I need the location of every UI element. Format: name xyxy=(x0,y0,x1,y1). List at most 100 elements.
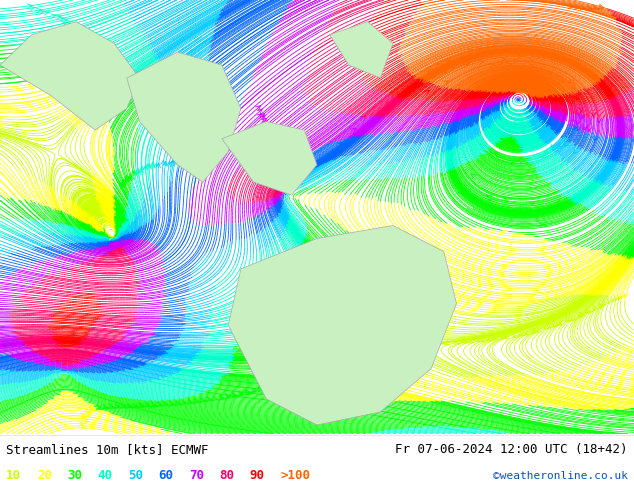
FancyArrowPatch shape xyxy=(320,361,325,366)
FancyArrowPatch shape xyxy=(123,218,127,223)
FancyArrowPatch shape xyxy=(510,162,515,166)
FancyArrowPatch shape xyxy=(410,86,415,90)
FancyArrowPatch shape xyxy=(586,5,592,9)
FancyArrowPatch shape xyxy=(424,75,429,79)
FancyArrowPatch shape xyxy=(320,355,325,359)
FancyArrowPatch shape xyxy=(119,77,124,81)
FancyArrowPatch shape xyxy=(264,123,268,128)
FancyArrowPatch shape xyxy=(285,381,290,386)
FancyArrowPatch shape xyxy=(291,380,296,384)
FancyArrowPatch shape xyxy=(150,403,156,407)
FancyArrowPatch shape xyxy=(517,159,522,163)
FancyArrowPatch shape xyxy=(490,64,495,68)
FancyArrowPatch shape xyxy=(93,43,99,47)
FancyArrowPatch shape xyxy=(117,61,122,65)
FancyArrowPatch shape xyxy=(444,81,449,85)
FancyArrowPatch shape xyxy=(271,383,277,388)
FancyArrowPatch shape xyxy=(96,405,101,409)
FancyArrowPatch shape xyxy=(231,393,237,398)
FancyArrowPatch shape xyxy=(389,105,394,110)
FancyArrowPatch shape xyxy=(68,23,73,27)
Text: 30: 30 xyxy=(67,469,82,483)
FancyArrowPatch shape xyxy=(597,119,602,123)
FancyArrowPatch shape xyxy=(160,160,165,165)
FancyArrowPatch shape xyxy=(136,169,140,173)
FancyArrowPatch shape xyxy=(553,145,557,149)
FancyArrowPatch shape xyxy=(285,380,290,385)
FancyArrowPatch shape xyxy=(384,110,389,114)
FancyArrowPatch shape xyxy=(321,356,326,360)
FancyArrowPatch shape xyxy=(566,317,570,321)
FancyArrowPatch shape xyxy=(89,408,94,412)
FancyArrowPatch shape xyxy=(62,18,68,23)
FancyArrowPatch shape xyxy=(126,175,130,180)
FancyArrowPatch shape xyxy=(118,82,123,86)
FancyArrowPatch shape xyxy=(169,401,174,405)
Text: Streamlines 10m [kts] ECMWF: Streamlines 10m [kts] ECMWF xyxy=(6,443,209,456)
FancyArrowPatch shape xyxy=(612,297,616,302)
FancyArrowPatch shape xyxy=(117,239,122,244)
FancyArrowPatch shape xyxy=(150,164,155,168)
FancyArrowPatch shape xyxy=(488,199,493,204)
FancyArrowPatch shape xyxy=(37,8,42,13)
FancyArrowPatch shape xyxy=(129,176,133,181)
FancyArrowPatch shape xyxy=(206,396,212,401)
FancyArrowPatch shape xyxy=(574,5,580,9)
Text: Fr 07-06-2024 12:00 UTC (18+42): Fr 07-06-2024 12:00 UTC (18+42) xyxy=(395,443,628,456)
FancyArrowPatch shape xyxy=(245,391,250,395)
FancyArrowPatch shape xyxy=(265,385,270,389)
FancyArrowPatch shape xyxy=(274,383,279,387)
FancyArrowPatch shape xyxy=(275,194,279,198)
FancyArrowPatch shape xyxy=(442,64,447,68)
FancyArrowPatch shape xyxy=(425,75,429,79)
Polygon shape xyxy=(330,22,393,78)
FancyArrowPatch shape xyxy=(338,143,342,147)
FancyArrowPatch shape xyxy=(571,84,575,89)
FancyArrowPatch shape xyxy=(238,391,244,395)
FancyArrowPatch shape xyxy=(206,397,212,402)
FancyArrowPatch shape xyxy=(270,142,275,147)
Text: 80: 80 xyxy=(219,469,235,483)
FancyArrowPatch shape xyxy=(88,37,94,41)
FancyArrowPatch shape xyxy=(107,51,111,55)
FancyArrowPatch shape xyxy=(120,403,126,407)
Text: ©weatheronline.co.uk: ©weatheronline.co.uk xyxy=(493,471,628,481)
FancyArrowPatch shape xyxy=(264,126,268,130)
FancyArrowPatch shape xyxy=(150,162,155,167)
FancyArrowPatch shape xyxy=(321,355,326,360)
FancyArrowPatch shape xyxy=(425,71,430,75)
FancyArrowPatch shape xyxy=(434,64,439,68)
Polygon shape xyxy=(0,22,139,130)
FancyArrowPatch shape xyxy=(260,387,266,391)
FancyArrowPatch shape xyxy=(529,64,535,69)
FancyArrowPatch shape xyxy=(157,402,162,406)
FancyArrowPatch shape xyxy=(260,116,265,121)
FancyArrowPatch shape xyxy=(117,63,122,67)
Text: 70: 70 xyxy=(189,469,204,483)
FancyArrowPatch shape xyxy=(176,161,180,166)
FancyArrowPatch shape xyxy=(495,336,499,340)
FancyArrowPatch shape xyxy=(486,195,491,199)
FancyArrowPatch shape xyxy=(181,401,186,405)
FancyArrowPatch shape xyxy=(433,73,438,77)
FancyArrowPatch shape xyxy=(115,84,120,89)
FancyArrowPatch shape xyxy=(567,135,571,140)
FancyArrowPatch shape xyxy=(162,401,168,406)
FancyArrowPatch shape xyxy=(200,156,204,161)
FancyArrowPatch shape xyxy=(271,384,276,389)
FancyArrowPatch shape xyxy=(304,377,309,382)
FancyArrowPatch shape xyxy=(429,69,434,74)
FancyArrowPatch shape xyxy=(79,421,84,425)
FancyArrowPatch shape xyxy=(297,378,303,383)
FancyArrowPatch shape xyxy=(102,405,108,409)
FancyArrowPatch shape xyxy=(311,376,316,381)
FancyArrowPatch shape xyxy=(138,403,144,407)
FancyArrowPatch shape xyxy=(586,6,592,10)
FancyArrowPatch shape xyxy=(174,401,180,406)
FancyArrowPatch shape xyxy=(132,404,138,408)
FancyArrowPatch shape xyxy=(91,209,94,214)
FancyArrowPatch shape xyxy=(410,87,415,91)
FancyArrowPatch shape xyxy=(559,321,564,325)
FancyArrowPatch shape xyxy=(270,146,275,150)
FancyArrowPatch shape xyxy=(247,391,252,395)
